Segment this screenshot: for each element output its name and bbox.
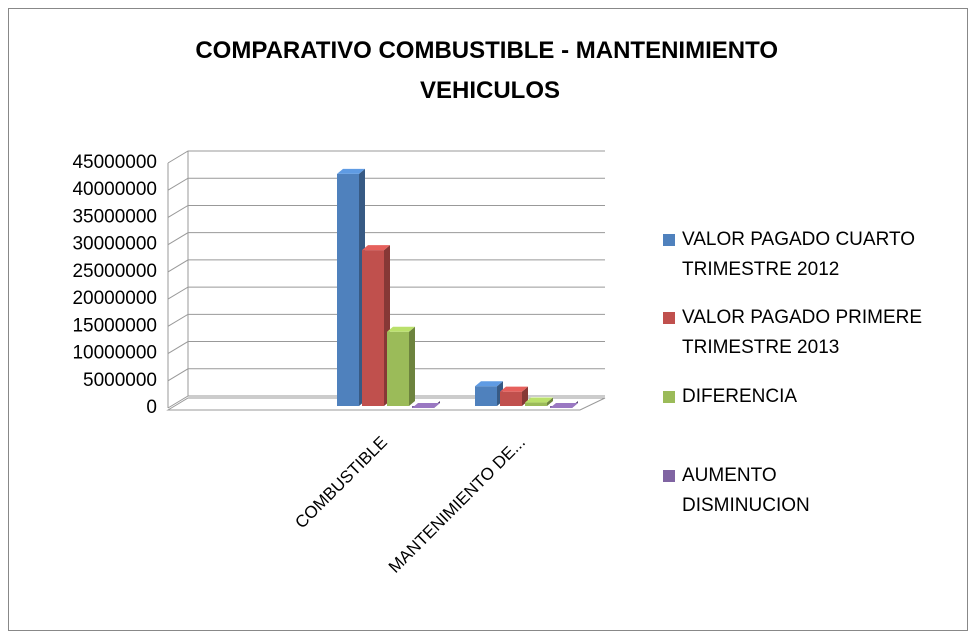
bar-top xyxy=(500,386,528,392)
bar-top xyxy=(387,326,415,332)
y-tick-label: 0 xyxy=(146,397,157,418)
bar xyxy=(525,397,553,406)
legend-label: VALOR PAGADO CUARTO TRIMESTRE 2012 xyxy=(682,229,920,280)
legend-label: DIFERENCIA xyxy=(682,386,797,407)
bar-front xyxy=(362,250,384,406)
legend-swatch xyxy=(663,234,675,246)
floor xyxy=(166,397,606,411)
bar-top xyxy=(412,403,440,408)
y-tick-label: 45000000 xyxy=(72,152,157,173)
legend-label: VALOR PAGADO PRIMERE TRIMESTRE 2013 xyxy=(682,307,927,358)
bar xyxy=(550,401,578,408)
bar-top xyxy=(475,381,503,387)
y-tick-label: 20000000 xyxy=(72,288,157,309)
legend-swatch xyxy=(663,470,675,482)
bar-front xyxy=(337,173,359,406)
bar-top xyxy=(525,397,553,403)
bar xyxy=(500,386,528,406)
y-tick-label: 40000000 xyxy=(72,179,157,200)
bar-side xyxy=(547,397,553,406)
bar xyxy=(387,326,415,406)
bar-front xyxy=(475,386,497,406)
chart-title: COMPARATIVO COMBUSTIBLE - MANTENIMIENTO … xyxy=(195,37,784,104)
bar-front xyxy=(387,331,409,406)
bar-front xyxy=(500,391,522,406)
bar-top xyxy=(550,403,578,408)
legend-label: AUMENTO DISMINUCION xyxy=(682,465,810,516)
y-tick-label: 35000000 xyxy=(72,206,157,227)
legend-swatch xyxy=(663,391,675,403)
bar-top xyxy=(362,245,390,251)
y-tick-label: 30000000 xyxy=(72,234,157,255)
bar xyxy=(337,168,365,406)
y-tick-label: 15000000 xyxy=(72,315,157,336)
legend-swatch xyxy=(663,312,675,324)
bar-side xyxy=(409,326,415,406)
bar xyxy=(362,245,390,406)
y-tick-label: 10000000 xyxy=(72,343,157,364)
bar-front xyxy=(525,402,547,406)
bar xyxy=(412,401,440,408)
bar-top xyxy=(337,168,365,174)
bar xyxy=(475,381,503,406)
bar-side xyxy=(522,386,528,406)
y-tick-label: 5000000 xyxy=(83,370,157,391)
y-tick-label: 25000000 xyxy=(72,261,157,282)
